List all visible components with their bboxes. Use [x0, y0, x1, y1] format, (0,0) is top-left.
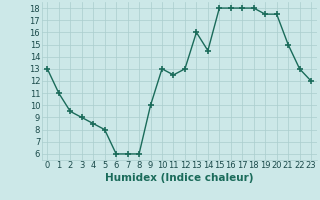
X-axis label: Humidex (Indice chaleur): Humidex (Indice chaleur) [105, 173, 253, 183]
